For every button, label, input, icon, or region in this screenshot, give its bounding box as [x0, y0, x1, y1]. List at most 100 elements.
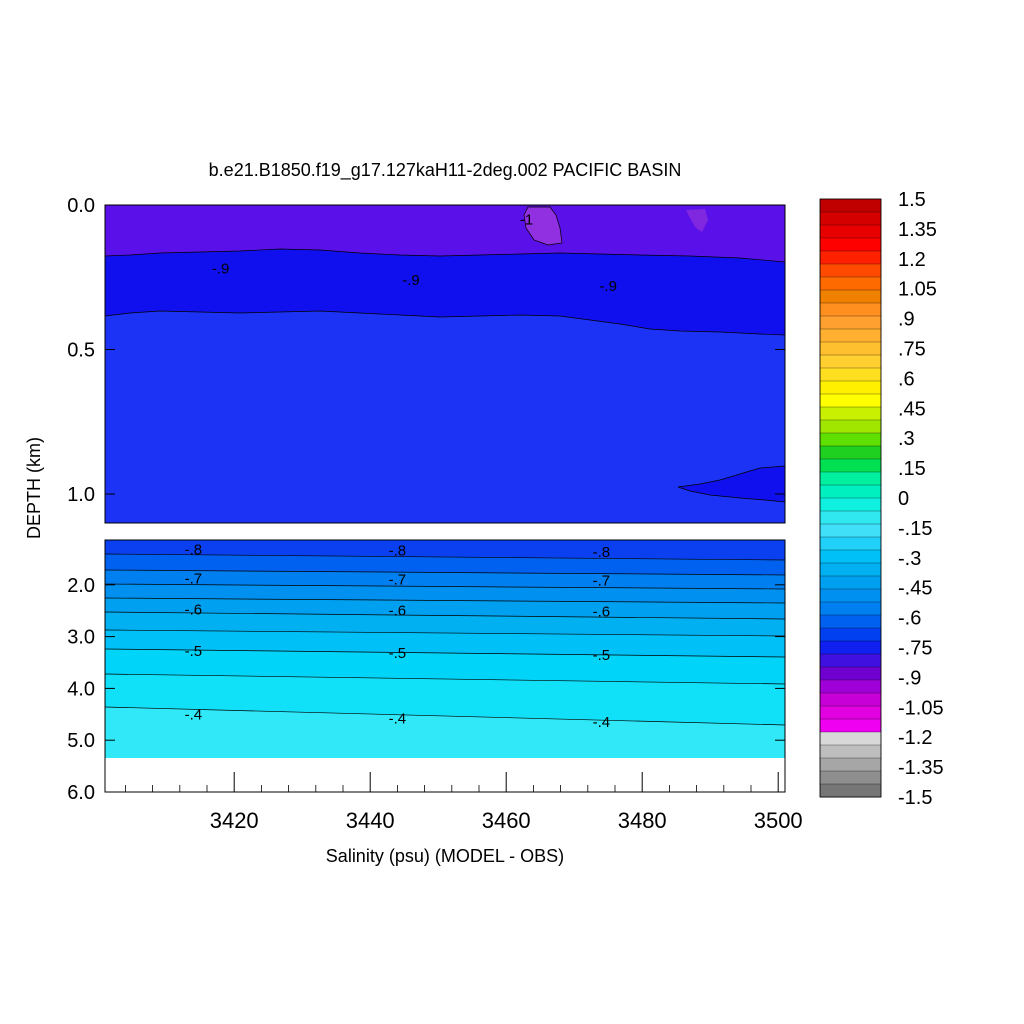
contour-label: -.7	[593, 573, 611, 590]
colorbar-label: .15	[898, 458, 926, 480]
colorbar-swatch	[819, 783, 882, 798]
chart-title: b.e21.B1850.f19_g17.127kaH11-2deg.002 PA…	[209, 160, 682, 181]
colorbar-swatch	[819, 770, 882, 785]
contour-label: -.6	[593, 604, 611, 621]
colorbar-label: .9	[898, 309, 915, 331]
colorbar-swatch	[819, 549, 882, 564]
x-tick-label: 3500	[754, 808, 803, 833]
contour-line	[105, 310, 785, 336]
contour-line	[105, 648, 785, 658]
contour-line	[105, 583, 785, 590]
colorbar-swatch	[819, 666, 882, 681]
contour-line	[105, 611, 785, 620]
lower-band-9	[105, 674, 785, 725]
colorbar-label: 1.05	[898, 279, 937, 301]
contour-line	[105, 597, 785, 604]
y-tick-label: 4.0	[67, 678, 95, 700]
lower-band-2	[105, 554, 785, 575]
colorbar-label: -.75	[898, 638, 932, 660]
colorbar-swatch	[819, 562, 882, 577]
upper-patch-magenta	[524, 207, 562, 245]
upper-band-surface	[105, 205, 785, 262]
colorbar-label: -.6	[898, 608, 921, 630]
contour-label: -.4	[389, 710, 407, 727]
colorbar-swatch	[819, 341, 882, 356]
colorbar-swatch	[819, 250, 882, 265]
colorbar-label: -1.35	[898, 757, 944, 779]
colorbar-swatch	[819, 588, 882, 603]
upper-band-deep-patch	[678, 466, 785, 502]
x-axis-label: Salinity (psu) (MODEL - OBS)	[326, 846, 564, 866]
lower-band-8	[105, 649, 785, 684]
x-tick-label: 3440	[346, 808, 395, 833]
lower-band-4	[105, 584, 785, 603]
colorbar-swatch	[819, 289, 882, 304]
contour-label: -.5	[185, 643, 203, 660]
colorbar-swatch	[819, 471, 882, 486]
colorbar-swatch	[819, 497, 882, 512]
no-data-region	[105, 758, 785, 792]
colorbar-swatch	[819, 627, 882, 642]
colorbar-label: 1.5	[898, 189, 926, 211]
colorbar-label: -.15	[898, 518, 932, 540]
x-tick-label: 3460	[482, 808, 531, 833]
colorbar-swatch	[819, 237, 882, 252]
colorbar-swatch	[819, 432, 882, 447]
colorbar-swatch	[819, 484, 882, 499]
colorbar-label: -1.05	[898, 697, 944, 719]
contour-line	[105, 553, 785, 561]
contour-label: -.7	[389, 572, 407, 589]
colorbar-swatch	[819, 523, 882, 538]
colorbar-swatch	[819, 705, 882, 720]
colorbar-swatch	[819, 614, 882, 629]
upper-patch-small	[686, 209, 708, 232]
y-axis-label: DEPTH (km)	[24, 437, 44, 539]
lower-contour-lines	[105, 553, 785, 726]
colorbar-swatch	[819, 198, 882, 213]
upper-band-mid	[105, 249, 785, 335]
contour-line	[105, 706, 785, 726]
y-tick-label: 0.0	[67, 195, 95, 217]
colorbar-swatch	[819, 458, 882, 473]
y-tick-label: 5.0	[67, 730, 95, 752]
contour-label: -.5	[389, 645, 407, 662]
colorbar-swatch	[819, 406, 882, 421]
colorbar-swatch	[819, 419, 882, 434]
contour-label: -.6	[389, 603, 407, 620]
y-tick-label: 6.0	[67, 782, 95, 804]
x-tick-label: 3420	[210, 808, 259, 833]
contour-label: -.8	[185, 542, 203, 559]
upper-contour-lines	[105, 206, 785, 503]
colorbar-swatch	[819, 276, 882, 291]
contour-label: -.8	[593, 544, 611, 561]
colorbar-swatch	[819, 263, 882, 278]
colorbar-label: 1.35	[898, 219, 937, 241]
colorbar-swatch	[819, 601, 882, 616]
colorbar-label: .45	[898, 398, 926, 420]
contour-line	[105, 629, 785, 637]
lower-band-3	[105, 570, 785, 589]
colorbar-swatch	[819, 380, 882, 395]
colorbar-swatch	[819, 354, 882, 369]
contour-line	[677, 465, 785, 503]
lower-band-10	[105, 707, 785, 758]
colorbar-label: -.45	[898, 578, 932, 600]
colorbar-swatch	[819, 393, 882, 408]
colorbar-label: .3	[898, 428, 915, 450]
y-tick-label: 1.0	[67, 484, 95, 506]
contour-line	[105, 248, 785, 263]
colorbar-swatch	[819, 367, 882, 382]
lower-panel: -.8 -.8 -.8 -.7 -.7 -.7 -.6 -.6 -.6 -.5 -.5 -.5 -.4 -…	[104, 539, 786, 793]
contour-label: -.9	[599, 278, 617, 295]
colorbar-label: .6	[898, 368, 915, 390]
colorbar-label: -1.2	[898, 727, 932, 749]
colorbar-label: -1.5	[898, 787, 932, 809]
contour-label: -.6	[185, 602, 203, 619]
colorbar-frame	[819, 198, 882, 798]
contour-label: -.4	[185, 706, 203, 723]
colorbar-label: -.9	[898, 667, 921, 689]
colorbar-swatch	[819, 757, 882, 772]
colorbar-label: -.3	[898, 548, 921, 570]
colorbar-swatch	[819, 744, 882, 759]
